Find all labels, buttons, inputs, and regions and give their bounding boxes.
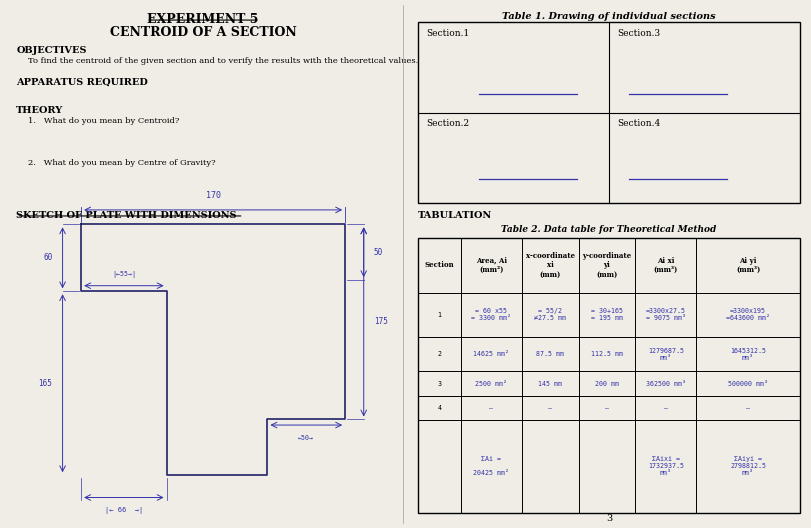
Text: —: — — [663, 405, 667, 411]
Text: = 55/2
≠27.5 mm: = 55/2 ≠27.5 mm — [534, 308, 565, 322]
Text: 3: 3 — [605, 514, 611, 523]
Text: 2500 mm²: 2500 mm² — [474, 381, 507, 386]
Text: =3300x195
=643600 mm²: =3300x195 =643600 mm² — [725, 308, 769, 322]
Text: Area, Ai
(mm²): Area, Ai (mm²) — [475, 257, 506, 274]
Text: 3: 3 — [437, 381, 441, 386]
Text: Table 1. Drawing of individual sections: Table 1. Drawing of individual sections — [501, 12, 715, 21]
Text: Table 2. Data table for Theoretical Method: Table 2. Data table for Theoretical Meth… — [500, 225, 716, 234]
Text: To find the centroid of the given section and to verify the results with the the: To find the centroid of the given sectio… — [28, 57, 418, 65]
Text: 170: 170 — [205, 192, 221, 201]
Text: 50: 50 — [373, 248, 383, 257]
Text: Section: Section — [424, 261, 453, 269]
Text: ΣAi =

20425 mm²: ΣAi = 20425 mm² — [473, 457, 508, 476]
Text: ΣAixi =
1732937.5
mm³: ΣAixi = 1732937.5 mm³ — [647, 457, 683, 476]
Bar — [418, 238, 799, 513]
Text: y-coordinate
yi
(mm): y-coordinate yi (mm) — [581, 252, 631, 279]
Text: —: — — [604, 405, 608, 411]
Text: EXPERIMENT 5: EXPERIMENT 5 — [147, 13, 259, 26]
Text: = 30+165
= 195 mm: = 30+165 = 195 mm — [590, 308, 622, 322]
Text: 175: 175 — [373, 317, 388, 326]
Text: 112.5 mm: 112.5 mm — [590, 351, 622, 357]
Text: |← 66  →|: |← 66 →| — [105, 507, 143, 514]
Text: 1645312.5
mm³: 1645312.5 mm³ — [729, 347, 765, 361]
Bar — [418, 22, 799, 203]
Text: Section.3: Section.3 — [616, 29, 659, 37]
Text: TABULATION: TABULATION — [418, 211, 491, 220]
Text: ΣAiyi =
2798812.5
mm³: ΣAiyi = 2798812.5 mm³ — [729, 457, 765, 476]
Text: Section.4: Section.4 — [616, 119, 659, 128]
Text: 500000 mm³: 500000 mm³ — [727, 381, 767, 386]
Text: ←50→: ←50→ — [298, 435, 314, 440]
Text: 4: 4 — [437, 405, 441, 411]
Text: SKETCH OF PLATE WITH DIMENSIONS: SKETCH OF PLATE WITH DIMENSIONS — [16, 211, 237, 220]
Text: 2.   What do you mean by Centre of Gravity?: 2. What do you mean by Centre of Gravity… — [28, 159, 216, 167]
Text: THEORY: THEORY — [16, 106, 63, 115]
Text: —: — — [745, 405, 749, 411]
Text: 362500 mm³: 362500 mm³ — [645, 381, 685, 386]
Text: 1: 1 — [437, 312, 441, 318]
Text: =3300x27.5
= 9075 mm³: =3300x27.5 = 9075 mm³ — [645, 308, 685, 322]
Text: —: — — [489, 405, 492, 411]
Text: 2: 2 — [437, 351, 441, 357]
Text: APPARATUS REQUIRED: APPARATUS REQUIRED — [16, 78, 148, 87]
Text: 1279687.5
mm³: 1279687.5 mm³ — [647, 347, 683, 361]
Text: 200 mm: 200 mm — [594, 381, 618, 386]
Text: 165: 165 — [38, 379, 53, 388]
Text: Ai yi
(mm³): Ai yi (mm³) — [735, 257, 759, 274]
Text: Section.2: Section.2 — [426, 119, 469, 128]
Text: OBJECTIVES: OBJECTIVES — [16, 46, 87, 55]
Text: 60: 60 — [43, 253, 53, 262]
Text: Section.1: Section.1 — [426, 29, 469, 37]
Text: —: — — [547, 405, 551, 411]
Text: Ai xi
(mm³): Ai xi (mm³) — [653, 257, 677, 274]
Text: 87.5 mm: 87.5 mm — [535, 351, 564, 357]
Text: 145 mm: 145 mm — [538, 381, 561, 386]
Text: CENTROID OF A SECTION: CENTROID OF A SECTION — [109, 26, 296, 40]
Text: = 60 x55
= 3300 mm²: = 60 x55 = 3300 mm² — [470, 308, 511, 322]
Text: |←55→|: |←55→| — [112, 271, 135, 278]
Text: 14625 mm²: 14625 mm² — [473, 351, 508, 357]
Text: x-coordinate
xi
(mm): x-coordinate xi (mm) — [525, 252, 574, 279]
Text: 1.   What do you mean by Centroid?: 1. What do you mean by Centroid? — [28, 117, 179, 125]
